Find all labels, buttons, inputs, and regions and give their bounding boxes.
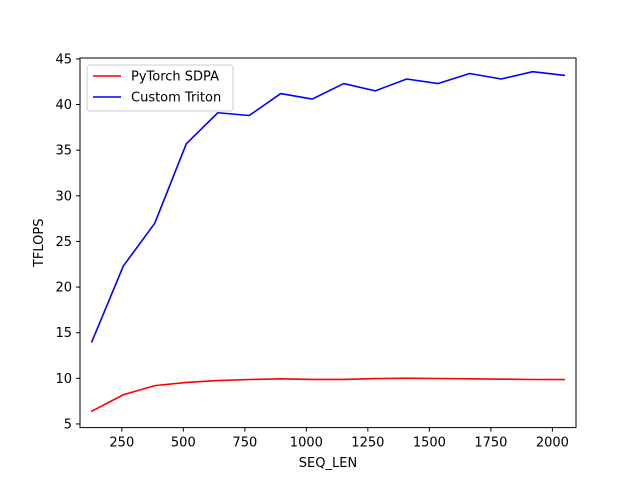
series-line-1: [90, 70, 566, 343]
y-tick-label: 45: [55, 52, 72, 67]
y-tick-label: 20: [55, 281, 72, 296]
y-tick-label: 30: [55, 189, 72, 204]
x-tick-label: 1500: [413, 436, 446, 451]
x-tick-label: 1000: [290, 436, 323, 451]
y-tick-label: 5: [64, 417, 72, 432]
y-tick-label: 10: [55, 372, 72, 387]
x-tick-label: 500: [171, 436, 196, 451]
series-line-0: [90, 377, 565, 413]
x-axis-label: SEQ_LEN: [299, 456, 357, 471]
plot-frame: [79, 57, 577, 429]
legend: PyTorch SDPA Custom Triton: [86, 64, 234, 112]
y-axis: 5 10 15 20 25 30 35 40 45: [55, 52, 80, 432]
y-tick-label: 35: [55, 144, 72, 159]
x-tick-label: 1250: [351, 436, 384, 451]
legend-label-1: Custom Triton: [131, 91, 221, 106]
x-axis: 250 500 750 1000 1250 1500 1750 2000: [109, 427, 569, 451]
y-axis-label: TFLOPS: [32, 219, 47, 269]
x-tick-label: 750: [232, 436, 257, 451]
legend-box: [86, 64, 234, 112]
legend-label-0: PyTorch SDPA: [131, 70, 219, 85]
y-tick-label: 40: [55, 98, 72, 113]
x-tick-label: 1750: [474, 436, 507, 451]
x-tick-label: 2000: [536, 436, 569, 451]
y-tick-label: 25: [55, 235, 72, 250]
plot-area: [79, 57, 577, 429]
x-tick-label: 250: [109, 436, 134, 451]
series-lines: [90, 70, 566, 413]
y-tick-label: 15: [55, 326, 72, 341]
